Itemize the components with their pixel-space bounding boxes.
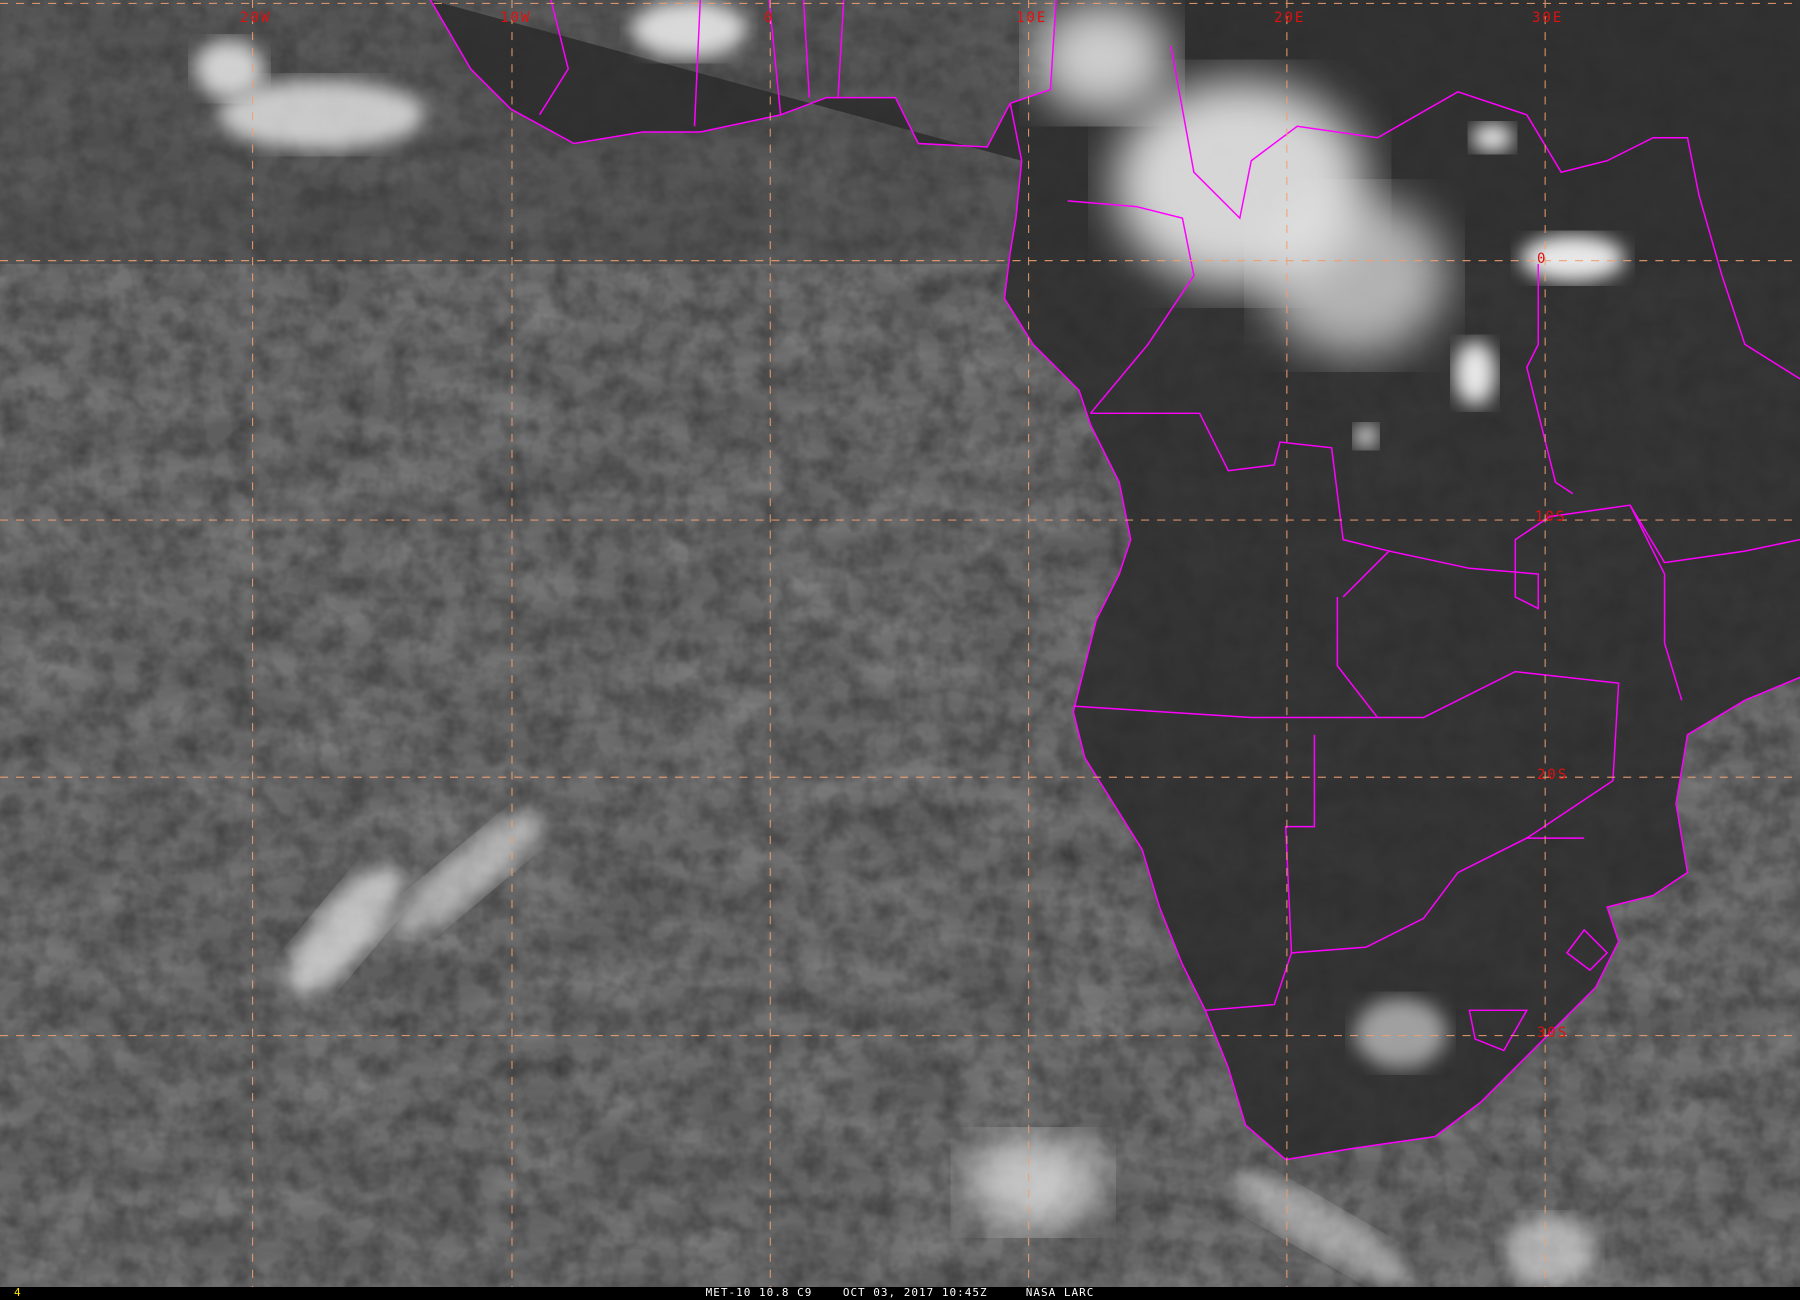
latitude-label-0: 0 (1537, 251, 1548, 267)
longitude-label-0: 0 (764, 10, 775, 26)
longitude-label-20w: 20W (240, 10, 272, 26)
caption-bar: 4 MET-10 10.8 C9 OCT 03, 2017 10:45Z NAS… (0, 1286, 1800, 1300)
longitude-label-20e: 20E (1274, 10, 1306, 26)
frame-number: 4 (14, 1286, 21, 1299)
country-borders (429, 0, 1800, 1161)
longitude-label-10w: 10W (500, 10, 532, 26)
clouds (195, 0, 1625, 1286)
latitude-label-20s: 20S (1537, 767, 1569, 783)
longitude-label-30e: 30E (1532, 10, 1564, 26)
africa-landmass (430, 0, 1800, 1160)
longitude-label-10e: 10E (1016, 10, 1048, 26)
latitude-label-30s: 30S (1537, 1025, 1569, 1041)
latitude-label-10s: 10S (1535, 509, 1567, 525)
image-caption: MET-10 10.8 C9 OCT 03, 2017 10:45Z NASA … (705, 1286, 1095, 1299)
